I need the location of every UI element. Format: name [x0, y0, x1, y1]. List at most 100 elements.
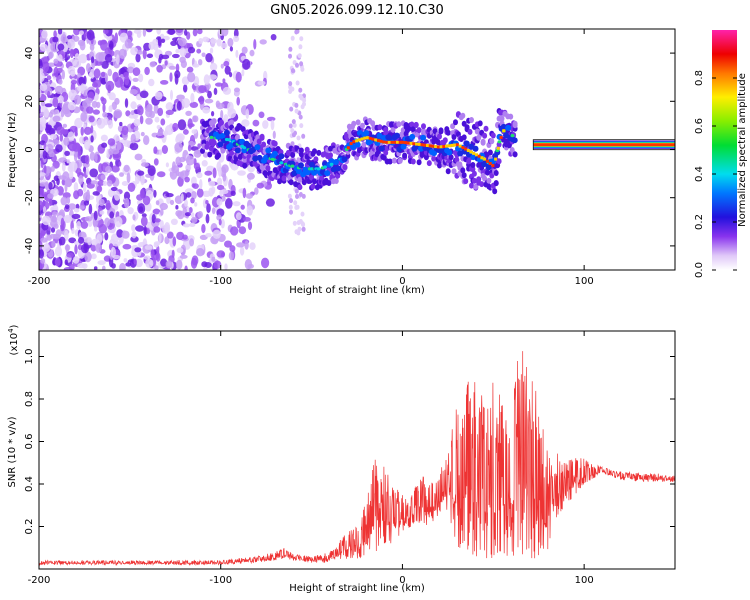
noise-blob	[107, 84, 112, 94]
noise-blob	[158, 149, 163, 156]
ridge-envelope-blob	[312, 178, 317, 185]
ridge-peak	[371, 137, 375, 141]
noise-blob	[101, 60, 109, 69]
ridge-envelope-blob	[471, 170, 477, 177]
noise-blob	[54, 246, 63, 257]
ridge-core-blob	[295, 168, 302, 175]
ridge-peak	[393, 140, 397, 144]
ridge-core-blob	[446, 149, 453, 156]
noise-blob	[125, 110, 131, 117]
noise-blob	[187, 46, 196, 54]
noise-blob	[213, 87, 218, 95]
noise-blob	[44, 124, 53, 131]
noise-blob	[89, 43, 95, 51]
noise-blob	[95, 243, 102, 253]
noise-blob	[152, 257, 156, 267]
ridge-core-blob	[271, 150, 278, 157]
noise-blob	[102, 103, 106, 113]
noise-blob	[60, 129, 69, 135]
noise-blob	[216, 198, 223, 206]
noise-blob	[170, 40, 177, 47]
noise-blob	[257, 80, 266, 86]
noise-blob	[175, 48, 180, 54]
ridge-envelope-blob	[437, 133, 442, 140]
noise-blob	[142, 195, 151, 206]
noise-blob	[177, 119, 187, 131]
noise-blob	[189, 222, 196, 227]
noise-blob	[111, 148, 120, 155]
spectrogram-y-label: Frequency (Hz)	[7, 112, 18, 188]
ridge-core-blob	[472, 145, 479, 152]
ridge-envelope-blob	[396, 121, 402, 128]
ridge-core-blob	[354, 141, 361, 148]
ridge-core-blob	[241, 147, 248, 154]
colorbar-tick-label: 0.4	[694, 166, 705, 182]
noise-blob	[149, 61, 156, 68]
ridge-peak	[346, 146, 350, 150]
noise-blob	[296, 135, 301, 141]
noise-blob	[39, 58, 43, 67]
noise-blob	[287, 193, 292, 199]
noise-blob	[187, 72, 196, 83]
noise-blob	[270, 119, 275, 131]
ridge-envelope-blob	[476, 176, 482, 183]
noise-blob	[52, 211, 58, 217]
noise-blob	[64, 150, 70, 156]
ridge-envelope-blob	[229, 119, 235, 126]
chart-title: GN05.2026.099.12.10.C30	[270, 3, 444, 18]
noise-blob	[156, 64, 163, 73]
noise-blob	[53, 66, 59, 78]
noise-blob	[136, 194, 144, 201]
noise-blob	[235, 71, 242, 83]
ridge-envelope-blob	[445, 168, 451, 175]
noise-blob	[154, 265, 159, 270]
noise-blob	[58, 95, 64, 104]
noise-blob	[66, 35, 73, 40]
noise-blob	[106, 35, 113, 41]
noise-blob	[63, 136, 70, 146]
noise-blob	[53, 233, 61, 240]
ridge-envelope-blob	[281, 175, 287, 182]
ridge-peak	[360, 137, 364, 141]
noise-blob	[211, 111, 215, 117]
noise-blob	[135, 225, 145, 232]
noise-blob	[58, 78, 63, 85]
snr-y-tick-label: 0.6	[24, 434, 35, 450]
noise-blob	[66, 252, 74, 258]
noise-blob	[165, 109, 174, 115]
noise-blob	[170, 89, 173, 101]
ridge-core-blob	[265, 147, 272, 154]
noise-blob	[221, 164, 229, 174]
noise-blob	[196, 248, 205, 257]
ridge-envelope-blob	[234, 134, 240, 141]
noise-blob	[116, 54, 120, 65]
noise-blob	[142, 29, 147, 37]
noise-blob	[135, 53, 141, 63]
ridge-peak	[469, 150, 473, 154]
noise-blob	[197, 211, 204, 219]
noise-blob	[144, 245, 153, 250]
noise-blob	[249, 49, 255, 57]
noise-blob	[67, 131, 75, 142]
noise-blob	[223, 60, 230, 67]
noise-blob	[88, 203, 93, 215]
noise-blob	[80, 220, 89, 229]
ridge-envelope-blob	[383, 149, 389, 156]
noise-blob	[85, 97, 93, 104]
ridge-core-blob	[254, 144, 261, 151]
noise-blob	[39, 262, 43, 270]
snr-x-tick-label: 100	[575, 575, 594, 586]
ridge-envelope-blob	[355, 119, 361, 126]
ridge-core-blob	[363, 130, 370, 137]
noise-blob	[256, 182, 264, 189]
ridge-envelope-blob	[492, 188, 498, 195]
noise-blob	[224, 65, 231, 75]
noise-blob	[220, 42, 228, 49]
ridge-peak	[502, 129, 506, 133]
ridge-envelope-blob	[460, 167, 466, 174]
ridge-envelope-blob	[229, 150, 235, 157]
noise-blob	[298, 44, 303, 50]
noise-blob	[302, 97, 307, 103]
